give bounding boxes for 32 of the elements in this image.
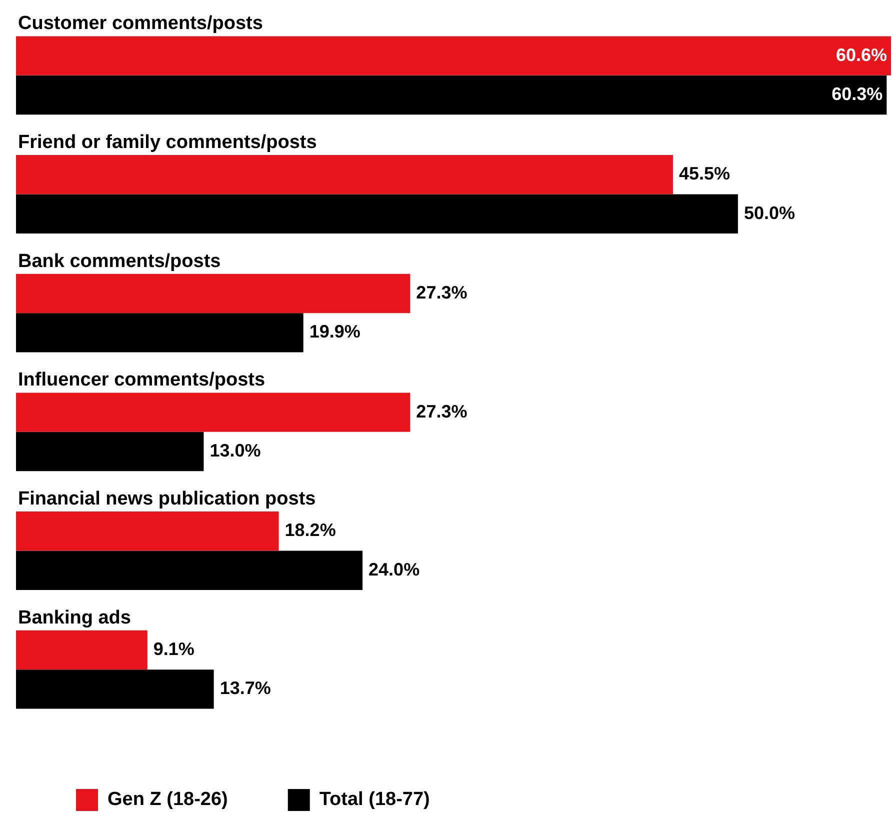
bar	[16, 432, 204, 472]
bar	[16, 313, 304, 352]
y-tick-label: Friend or family comments/posts	[18, 132, 317, 154]
y-tick-label: Customer comments/posts	[18, 13, 263, 34]
data-label: 60.3%	[832, 84, 883, 104]
bar	[16, 75, 887, 115]
y-tick-label: Banking ads	[18, 607, 131, 628]
data-label: 50.0%	[744, 202, 795, 223]
bar	[16, 512, 279, 551]
data-label: 45.5%	[678, 164, 730, 184]
bar	[16, 36, 891, 76]
bar	[16, 670, 214, 709]
y-tick-label: Influencer comments/posts	[18, 370, 266, 391]
data-label: 27.3%	[416, 282, 468, 302]
bar	[16, 550, 363, 590]
bar	[16, 392, 410, 432]
data-label: 18.2%	[284, 520, 336, 540]
y-tick-label: Financial news publication posts	[18, 488, 316, 510]
bar	[16, 630, 148, 670]
data-label: 19.9%	[309, 322, 360, 342]
y-tick-label: Bank comments/posts	[18, 250, 221, 272]
data-label: 24.0%	[368, 559, 420, 580]
bar	[16, 274, 410, 314]
data-label: 27.3%	[416, 401, 468, 422]
data-label: 60.6%	[836, 44, 887, 65]
legend-label: Total (18-77)	[319, 789, 430, 810]
data-label: 13.7%	[220, 678, 271, 698]
bar	[16, 194, 738, 234]
data-label: 13.0%	[210, 440, 261, 460]
bar	[16, 155, 673, 194]
data-label: 9.1%	[153, 638, 194, 659]
legend-label: Gen Z (18-26)	[108, 789, 228, 810]
